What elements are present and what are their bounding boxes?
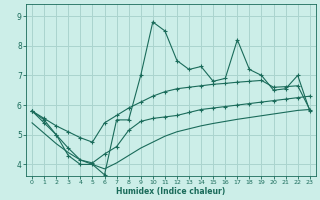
X-axis label: Humidex (Indice chaleur): Humidex (Indice chaleur): [116, 187, 226, 196]
